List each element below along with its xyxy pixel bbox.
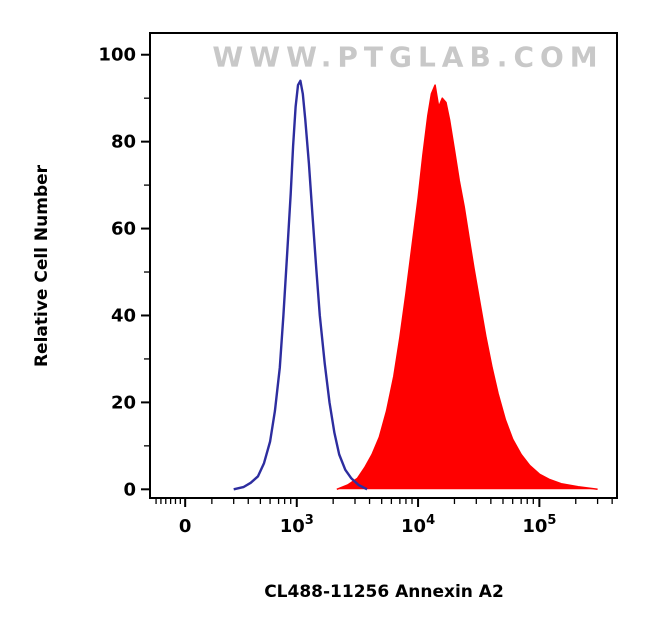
x-tick-label: 103 bbox=[280, 513, 314, 537]
series-red-filled-annexin-a2 bbox=[336, 84, 598, 491]
y-tick-label: 20 bbox=[111, 392, 136, 413]
y-tick-label: 40 bbox=[111, 305, 136, 326]
series-blue-open-control bbox=[233, 79, 368, 491]
x-tick-label: 104 bbox=[401, 513, 435, 537]
x-tick-label: 0 bbox=[179, 516, 192, 537]
y-axis-title: Relative Cell Number bbox=[32, 164, 52, 368]
x-tick-label: 105 bbox=[522, 513, 556, 537]
watermark: WWW.PTGLAB.COM bbox=[212, 40, 604, 74]
y-tick-label: 100 bbox=[98, 45, 136, 66]
y-tick-label: 80 bbox=[111, 132, 136, 153]
y-tick-label: 60 bbox=[111, 219, 136, 240]
y-tick-label: 0 bbox=[123, 479, 136, 500]
plot-frame bbox=[149, 32, 618, 499]
x-axis-title: CL488-11256 Annexin A2 bbox=[264, 582, 504, 602]
